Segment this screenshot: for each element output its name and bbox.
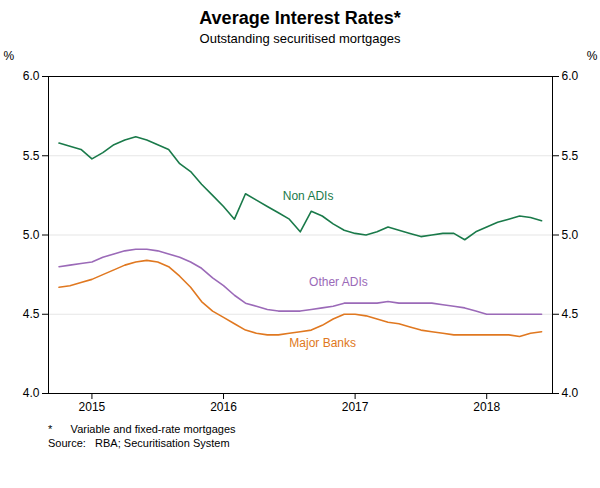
html-text:* Variable and fixed-rate mort: * Variable and fixed-rate mortgages <box>48 423 236 435</box>
svg-text:Other ADIs: Other ADIs <box>309 275 368 289</box>
svg-text:4.0: 4.0 <box>23 386 40 400</box>
svg-text:5.0: 5.0 <box>23 228 40 242</box>
svg-text:6.0: 6.0 <box>23 69 40 83</box>
svg-text:5.5: 5.5 <box>23 149 40 163</box>
svg-text:Non ADIs: Non ADIs <box>283 189 334 203</box>
svg-text:4.5: 4.5 <box>562 307 579 321</box>
svg-text:4.5: 4.5 <box>23 307 40 321</box>
svg-text:5.0: 5.0 <box>562 228 579 242</box>
svg-text:2017: 2017 <box>342 400 369 414</box>
svg-text:2015: 2015 <box>79 400 106 414</box>
svg-text:5.5: 5.5 <box>562 149 579 163</box>
svg-text:%: % <box>4 49 15 63</box>
svg-text:6.0: 6.0 <box>562 69 579 83</box>
html-text:Outstanding securitised mortga: Outstanding securitised mortgages <box>199 31 401 46</box>
svg-text:Major Banks: Major Banks <box>289 336 356 350</box>
svg-text:2016: 2016 <box>210 400 237 414</box>
html-text:Source: RBA; Securitisation Sy: Source: RBA; Securitisation System <box>48 437 230 449</box>
svg-text:%: % <box>587 49 598 63</box>
svg-text:4.0: 4.0 <box>562 386 579 400</box>
html-text:Average Interest Rates*: Average Interest Rates* <box>199 8 401 28</box>
svg-text:2018: 2018 <box>473 400 500 414</box>
